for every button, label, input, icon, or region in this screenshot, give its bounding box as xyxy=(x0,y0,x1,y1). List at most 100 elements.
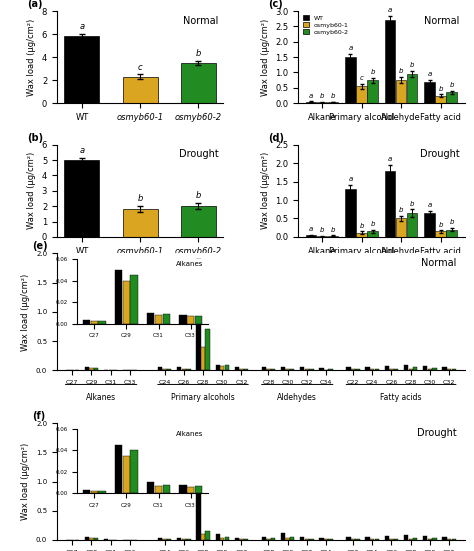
Bar xyxy=(317,236,327,237)
Bar xyxy=(196,441,201,540)
Bar xyxy=(266,539,271,540)
Text: b: b xyxy=(399,68,403,74)
Bar xyxy=(404,365,408,370)
Text: (f): (f) xyxy=(32,410,46,421)
Text: b: b xyxy=(438,85,443,91)
Bar xyxy=(271,538,275,540)
Text: c: c xyxy=(360,75,364,81)
Bar xyxy=(447,230,457,237)
Text: a: a xyxy=(428,72,432,77)
Y-axis label: Wax load (μg/cm²): Wax load (μg/cm²) xyxy=(21,443,30,520)
Bar xyxy=(167,539,171,540)
Bar xyxy=(319,368,324,370)
Bar xyxy=(447,93,457,103)
Bar xyxy=(85,368,89,370)
Bar xyxy=(305,539,309,540)
Bar xyxy=(328,236,338,237)
Bar xyxy=(356,369,360,370)
Bar xyxy=(239,369,244,370)
Bar xyxy=(394,369,398,370)
Bar xyxy=(447,369,451,370)
Bar xyxy=(186,369,191,370)
Text: a: a xyxy=(348,45,353,51)
Bar xyxy=(235,538,239,540)
Text: Normal: Normal xyxy=(421,258,456,268)
Text: Normal: Normal xyxy=(183,15,218,26)
Y-axis label: Wax load (μg/cm²): Wax load (μg/cm²) xyxy=(21,273,30,350)
Bar xyxy=(64,160,100,237)
Text: b: b xyxy=(331,93,335,99)
Bar xyxy=(177,538,182,540)
Text: b: b xyxy=(196,191,201,201)
Bar xyxy=(442,537,447,540)
Bar xyxy=(424,213,435,237)
Text: a: a xyxy=(428,202,432,208)
Bar xyxy=(235,368,239,370)
Bar xyxy=(300,368,304,370)
Bar xyxy=(225,537,229,540)
Bar xyxy=(123,77,157,103)
Text: (c): (c) xyxy=(268,0,283,9)
Legend: WT, osmyb60-1, osmyb60-2: WT, osmyb60-1, osmyb60-2 xyxy=(301,14,350,36)
Bar xyxy=(389,369,393,370)
Text: Drought: Drought xyxy=(179,149,218,159)
Text: a: a xyxy=(348,176,353,182)
Bar xyxy=(285,369,290,370)
Text: b: b xyxy=(370,69,375,75)
Text: Primary alcohols: Primary alcohols xyxy=(171,393,235,402)
Text: b: b xyxy=(196,49,201,58)
Bar xyxy=(452,538,456,540)
Bar xyxy=(225,365,229,370)
Text: a: a xyxy=(309,226,313,233)
Bar xyxy=(201,534,205,540)
Bar xyxy=(94,368,98,370)
Bar xyxy=(356,539,360,540)
Bar xyxy=(196,260,201,370)
Bar xyxy=(345,189,356,237)
Text: b: b xyxy=(370,221,375,227)
Bar xyxy=(186,539,191,540)
Bar xyxy=(436,95,446,103)
Bar xyxy=(163,539,167,540)
Bar xyxy=(177,368,182,370)
Bar xyxy=(423,366,428,370)
Bar xyxy=(281,367,285,370)
Text: b: b xyxy=(359,223,364,229)
Bar xyxy=(367,80,378,103)
Bar xyxy=(290,369,294,370)
Bar xyxy=(367,231,378,237)
Bar xyxy=(385,366,389,370)
Bar xyxy=(104,539,108,540)
Bar xyxy=(428,538,432,540)
Bar xyxy=(239,539,244,540)
Bar xyxy=(94,538,98,540)
Bar xyxy=(407,213,418,237)
Bar xyxy=(262,537,266,540)
Bar xyxy=(89,368,94,370)
Bar xyxy=(281,533,285,540)
Bar xyxy=(266,369,271,370)
Text: (b): (b) xyxy=(27,133,43,143)
Bar xyxy=(317,102,327,103)
Text: b: b xyxy=(320,227,324,233)
Bar xyxy=(123,209,157,237)
Y-axis label: Wax load (μg/cm²): Wax load (μg/cm²) xyxy=(27,152,36,229)
Bar xyxy=(396,219,406,237)
Text: c: c xyxy=(138,63,142,72)
Bar xyxy=(64,36,100,103)
Text: Drought: Drought xyxy=(420,149,459,159)
Bar xyxy=(351,369,355,370)
Bar xyxy=(290,537,294,540)
Text: a: a xyxy=(79,146,84,155)
Bar xyxy=(85,537,89,540)
Bar xyxy=(374,369,379,370)
Bar xyxy=(328,539,333,540)
Bar xyxy=(409,369,413,370)
Bar xyxy=(432,368,437,370)
Bar xyxy=(309,369,314,370)
Bar xyxy=(205,329,210,370)
Bar xyxy=(396,80,406,103)
Text: Fatty acids: Fatty acids xyxy=(380,393,422,402)
Bar xyxy=(385,20,395,103)
Text: Aldehydes: Aldehydes xyxy=(277,393,317,402)
